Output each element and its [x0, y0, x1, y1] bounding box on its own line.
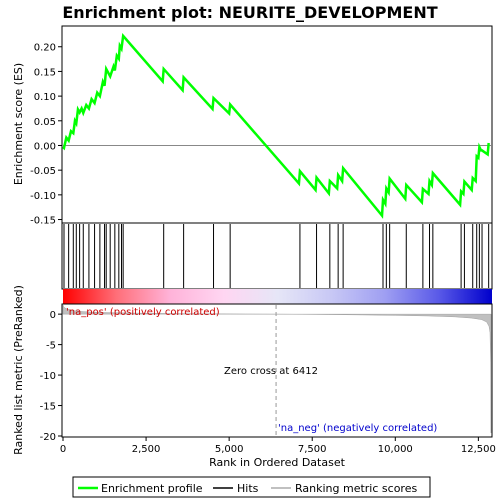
metric-y-axis-label: Ranked list metric (PreRanked): [12, 285, 25, 455]
es-plot-frame: [61, 25, 493, 224]
x-tick-label: 5,000: [215, 444, 244, 455]
metric-y-ticks: 0 -5 -10 -15 -20: [40, 310, 62, 443]
es-y-tick-label: 0.10: [34, 92, 56, 103]
metric-y-tick-label: -15: [40, 402, 56, 413]
metric-plot-frame: [61, 303, 493, 438]
x-tick-label: 0: [60, 444, 66, 455]
es-panel: -0.15 -0.10 -0.05 0.00 0.05 0.10 0.15 0.20 Enri…: [12, 25, 493, 227]
hits-frame: [61, 222, 493, 290]
es-y-tick-label: 0.20: [34, 43, 56, 54]
hits-panel: [61, 222, 493, 304]
metric-y-tick-label: 0: [50, 310, 56, 321]
es-y-tick-label: 0.05: [34, 117, 56, 128]
metric-panel: 0 -5 -10 -15 -20 0 2,500 5,000 7,500 10,000 12,50…: [12, 285, 496, 469]
x-tick-label: 2,500: [132, 444, 161, 455]
metric-y-tick-label: -20: [40, 432, 56, 443]
ranking-metric-area: [62, 304, 492, 433]
rank-colorbar: [63, 289, 492, 304]
zero-cross-label: Zero cross at 6412: [224, 366, 318, 377]
x-tick-label: 12,500: [461, 444, 496, 455]
neg-label: 'na_neg' (negatively correlated): [278, 423, 437, 434]
x-tick-label: 7,500: [298, 444, 327, 455]
legend-enrichment-label: Enrichment profile: [101, 482, 203, 495]
es-y-axis-label: Enrichment score (ES): [12, 63, 25, 185]
enrichment-profile-line: [62, 32, 490, 219]
es-y-tick-label: -0.15: [30, 216, 56, 227]
es-y-tick-label: -0.05: [30, 166, 56, 177]
legend-metric-label: Ranking metric scores: [295, 482, 417, 495]
legend: Enrichment profile Hits Ranking metric s…: [72, 476, 431, 498]
legend-hits-label: Hits: [237, 482, 259, 495]
x-ticks: 0 2,500 5,000 7,500 10,000 12,500: [60, 437, 496, 455]
es-y-tick-label: 0.15: [34, 67, 56, 78]
metric-y-tick-label: -5: [46, 341, 56, 352]
legend-box: [72, 476, 431, 498]
metric-y-tick-label: -10: [40, 371, 56, 382]
es-y-tick-label: 0.00: [34, 141, 56, 152]
hit-marks: [63, 224, 490, 288]
x-axis-label: Rank in Ordered Dataset: [209, 456, 346, 469]
x-tick-label: 10,000: [378, 444, 413, 455]
pos-label: 'na_pos' (positively correlated): [66, 307, 220, 318]
es-y-ticks: -0.15 -0.10 -0.05 0.00 0.05 0.10 0.15 0.20: [30, 43, 62, 227]
es-y-tick-label: -0.10: [30, 191, 56, 202]
chart-title: Enrichment plot: NEURITE_DEVELOPMENT: [62, 3, 437, 22]
